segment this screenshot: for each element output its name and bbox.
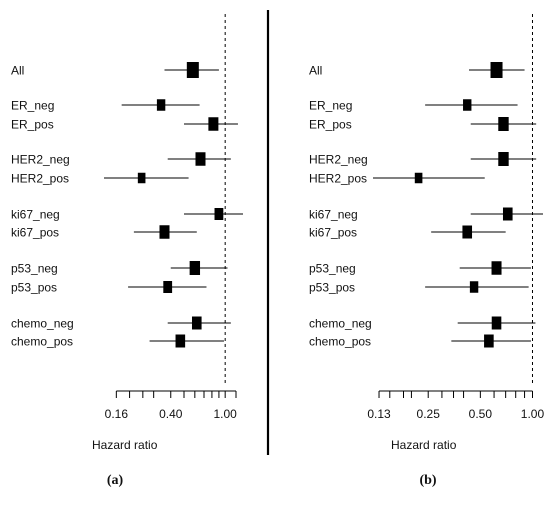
row-label: ER_pos xyxy=(309,118,352,132)
hr-marker xyxy=(463,99,472,111)
row-label: p53_pos xyxy=(11,281,57,295)
hr-marker xyxy=(469,281,479,293)
hr-marker xyxy=(156,99,166,111)
x-tick-label: 1.00 xyxy=(213,407,237,421)
x-tick-label: 0.16 xyxy=(105,407,129,421)
x-tick-label: 0.13 xyxy=(367,407,391,421)
row-label: ER_pos xyxy=(11,118,54,132)
row-label: ki67_pos xyxy=(11,226,59,240)
row-label: ER_neg xyxy=(11,99,54,113)
x-tick-label: 1.00 xyxy=(521,407,545,421)
row-label: HER2_pos xyxy=(11,172,69,186)
hr-marker xyxy=(498,152,509,166)
hr-marker xyxy=(502,207,513,221)
panel-b: All ER_neg ER_pos HER2_neg HER2_pos ki67_negk… xyxy=(309,14,544,452)
hr-marker xyxy=(214,208,224,220)
row-label: ki67_neg xyxy=(11,208,60,222)
hr-marker xyxy=(484,334,494,348)
row-label: ki67_pos xyxy=(309,226,357,240)
hr-marker xyxy=(414,172,423,184)
hr-marker xyxy=(462,225,473,239)
row-label: ER_neg xyxy=(309,99,352,113)
hr-marker xyxy=(490,62,503,78)
row-label: chemo_neg xyxy=(11,317,74,331)
panel-a: All ER_neg ER_pos HER2_neg HER2_pos ki67_negk… xyxy=(11,14,243,452)
hr-marker xyxy=(186,62,199,78)
row-label: p53_neg xyxy=(309,262,356,276)
row-label: All xyxy=(309,64,322,78)
row-label: HER2_pos xyxy=(309,172,367,186)
row-label: p53_pos xyxy=(309,281,355,295)
hr-marker xyxy=(163,281,173,293)
hr-marker xyxy=(491,261,502,275)
row-label: chemo_pos xyxy=(11,335,73,349)
row-label: HER2_neg xyxy=(309,153,368,167)
x-tick-label: 0.50 xyxy=(469,407,493,421)
hr-marker xyxy=(195,152,206,166)
hr-marker xyxy=(498,117,509,131)
row-label: p53_neg xyxy=(11,262,58,276)
x-axis-label: Hazard ratio xyxy=(92,438,158,452)
hr-marker xyxy=(191,316,202,330)
hr-marker xyxy=(208,117,219,131)
panel-caption-a: (a) xyxy=(107,473,124,488)
hr-marker xyxy=(491,316,502,330)
row-label: HER2_neg xyxy=(11,153,70,167)
hr-marker xyxy=(137,172,146,184)
row-label: chemo_pos xyxy=(309,335,371,349)
x-axis-label: Hazard ratio xyxy=(391,438,457,452)
hr-marker xyxy=(159,225,170,239)
x-tick-label: 0.25 xyxy=(417,407,441,421)
hr-marker xyxy=(189,261,201,275)
hr-marker xyxy=(175,334,186,348)
row-label: chemo_neg xyxy=(309,317,372,331)
panel-caption-b: (b) xyxy=(419,473,436,488)
row-label: All xyxy=(11,64,24,78)
x-tick-label: 0.40 xyxy=(159,407,183,421)
row-label: ki67_neg xyxy=(309,208,358,222)
